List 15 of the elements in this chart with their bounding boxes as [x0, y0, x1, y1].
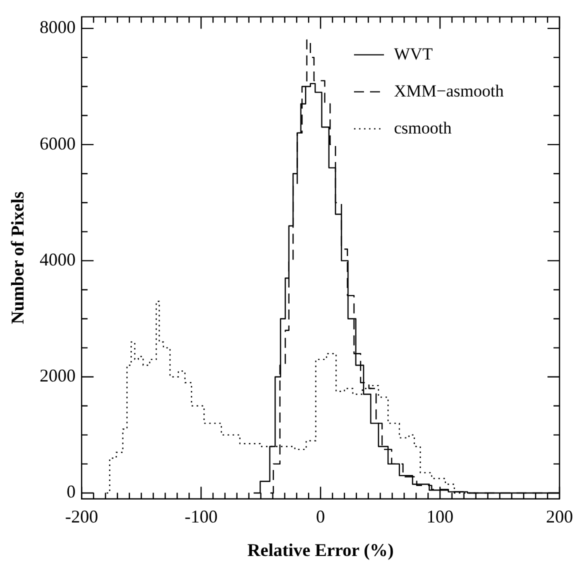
y-tick-label: 4000	[40, 249, 76, 270]
legend-label: WVT	[394, 44, 434, 64]
x-tick-label: -100	[184, 506, 218, 526]
x-tick-label: -200	[65, 506, 98, 526]
x-tick-label: 200	[546, 506, 573, 526]
legend-label: csmooth	[394, 118, 452, 138]
x-tick-label: 0	[316, 506, 326, 526]
y-tick-label: 0	[66, 482, 76, 502]
legend-label: XMM−asmooth	[394, 81, 504, 100]
y-tick-label: 8000	[40, 17, 76, 38]
y-tick-label: 6000	[40, 133, 76, 154]
y-axis-title: Number of Pixels	[7, 191, 28, 324]
x-tick-label: 100	[426, 506, 454, 526]
y-tick-label: 2000	[40, 366, 76, 386]
x-axis-title: Relative Error (%)	[247, 540, 394, 560]
